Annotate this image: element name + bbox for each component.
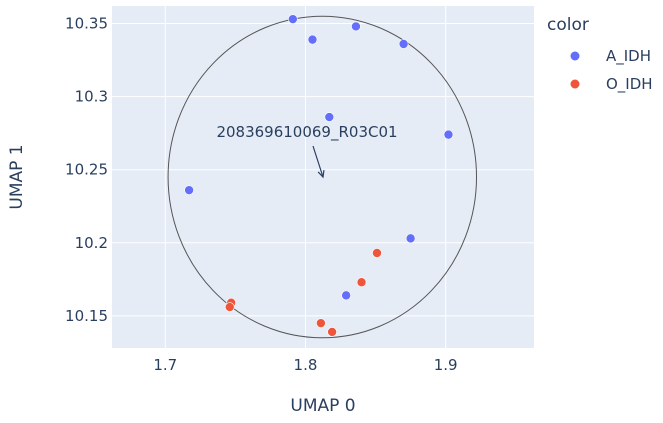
data-points <box>184 14 454 337</box>
y-axis-label: UMAP 1 <box>7 144 27 209</box>
data-point[interactable] <box>316 318 326 328</box>
data-point[interactable] <box>443 129 454 140</box>
x-tick-label: 1.9 <box>434 356 458 374</box>
data-point[interactable] <box>324 112 335 122</box>
y-tick-label: 10.15 <box>65 307 108 325</box>
data-point[interactable] <box>307 34 318 45</box>
data-point[interactable] <box>224 302 235 312</box>
data-point[interactable] <box>288 14 298 24</box>
x-axis-ticks: 1.7 1.8 1.9 <box>153 356 457 374</box>
legend-label: A_IDH <box>606 47 651 66</box>
grid-lines <box>112 6 534 348</box>
highlight-circle-layer <box>167 15 478 339</box>
series-o-idh <box>224 248 382 337</box>
y-tick-label: 10.35 <box>65 15 108 33</box>
y-tick-label: 10.3 <box>75 88 108 106</box>
data-point[interactable] <box>327 327 337 337</box>
annotation-arrowhead <box>317 169 325 179</box>
x-tick-label: 1.7 <box>153 356 177 374</box>
series-a-idh <box>184 14 454 301</box>
data-point[interactable] <box>398 39 409 49</box>
y-axis-ticks: 10.15 10.2 10.25 10.3 10.35 <box>65 15 108 325</box>
legend-item-a-idh[interactable]: A_IDH <box>570 47 652 66</box>
data-point[interactable] <box>351 21 361 32</box>
data-point[interactable] <box>184 185 194 195</box>
annotation-label: 208369610069_R03C01 <box>216 123 397 142</box>
x-axis-label: UMAP 0 <box>290 396 355 416</box>
legend-marker <box>570 51 580 61</box>
data-point[interactable] <box>356 277 367 288</box>
legend-item-o-idh[interactable]: O_IDH <box>570 75 653 94</box>
x-tick-label: 1.8 <box>294 356 318 374</box>
annotation-layer: 208369610069_R03C01 <box>216 123 398 179</box>
data-point[interactable] <box>372 248 382 258</box>
data-point[interactable] <box>341 290 351 301</box>
legend-marker <box>570 79 580 89</box>
annotation-arrow <box>312 145 324 178</box>
legend-label: O_IDH <box>606 75 653 94</box>
highlight-circle <box>167 15 478 339</box>
y-tick-label: 10.2 <box>75 234 108 252</box>
data-point[interactable] <box>405 233 416 244</box>
y-tick-label: 10.25 <box>65 161 108 179</box>
legend-title: color <box>547 15 589 35</box>
legend[interactable]: color A_IDH O_IDH <box>547 15 653 94</box>
